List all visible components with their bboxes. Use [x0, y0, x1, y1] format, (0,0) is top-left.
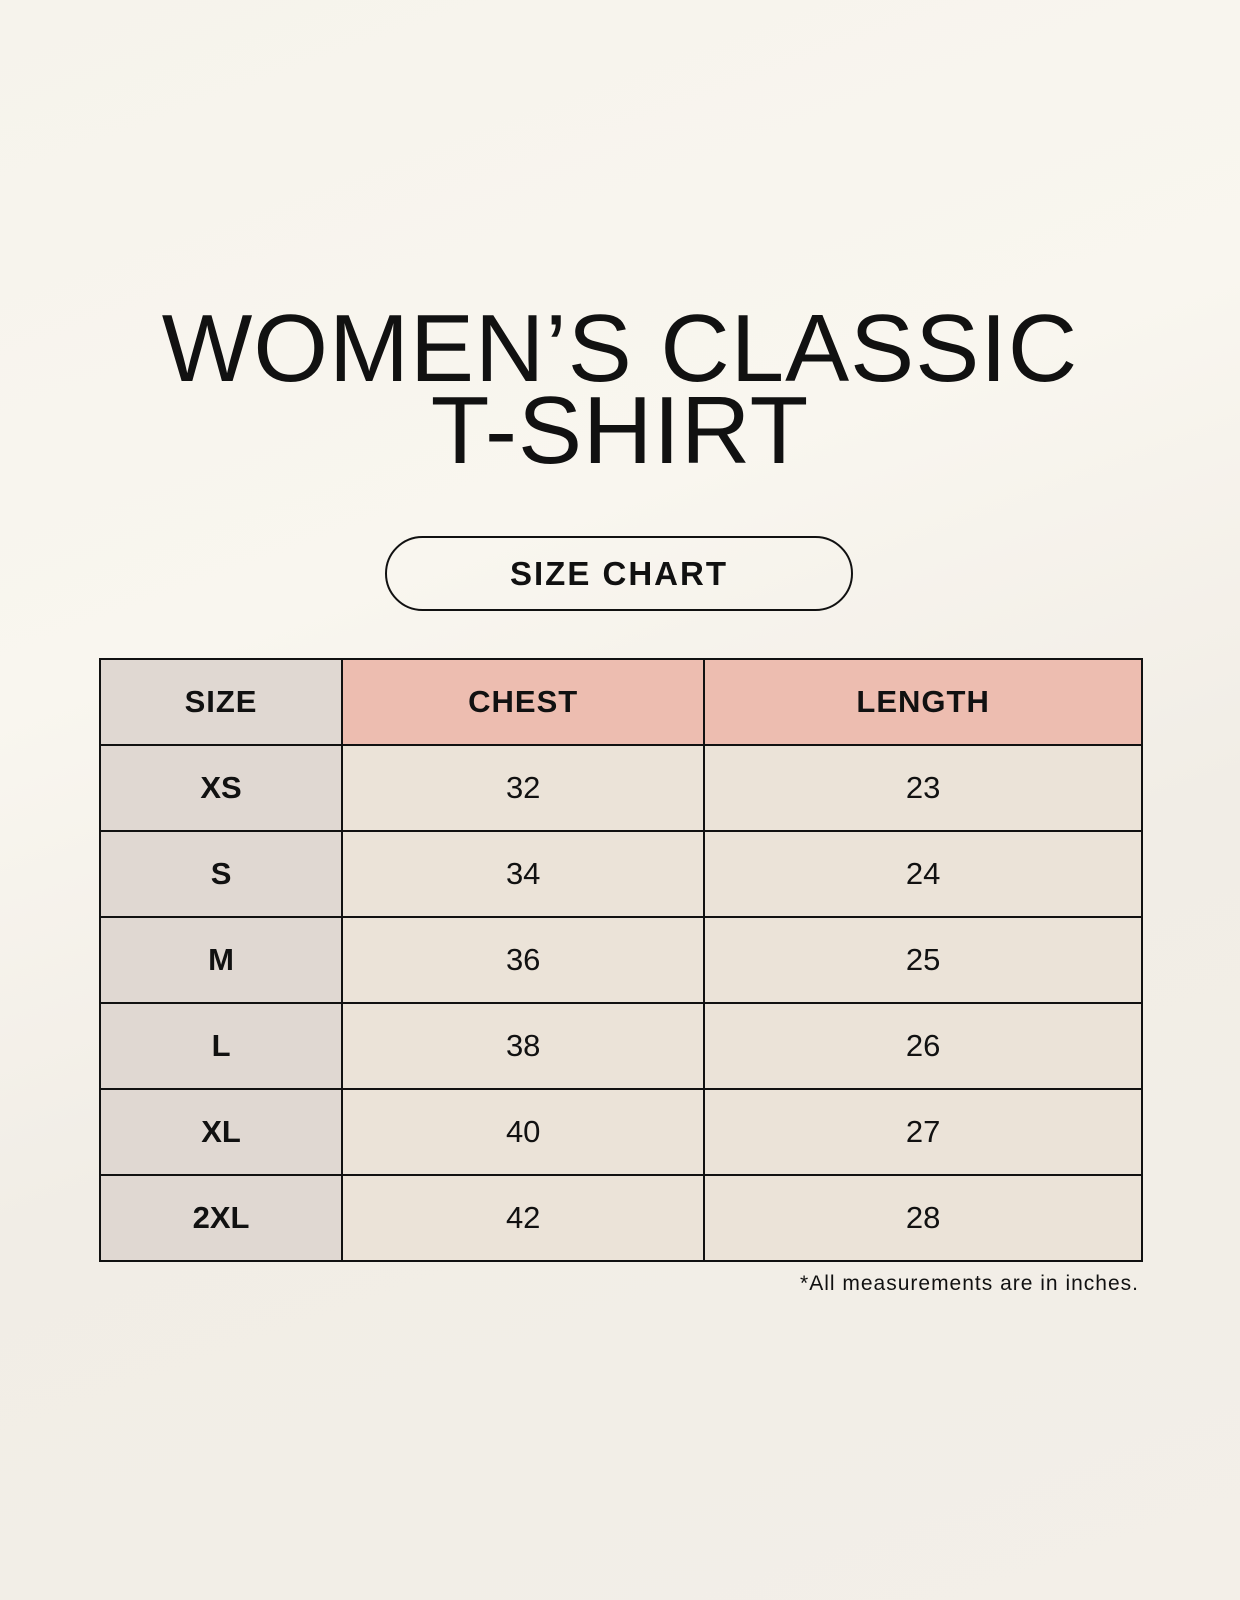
- chest-cell: 42: [341, 1174, 706, 1262]
- chest-cell: 40: [341, 1088, 706, 1176]
- header-row: SIZE CHEST LENGTH: [98, 658, 1143, 746]
- table-row: L 38 26: [98, 1002, 1143, 1090]
- size-cell: S: [98, 830, 344, 918]
- chest-cell: 36: [341, 916, 706, 1004]
- size-chart-label: SIZE CHART: [385, 536, 853, 611]
- title-line-1: WOMEN’S CLASSIC: [161, 295, 1079, 402]
- header-chest: CHEST: [341, 658, 706, 746]
- length-cell: 25: [703, 916, 1143, 1004]
- chest-cell: 34: [341, 830, 706, 918]
- table-row: 2XL 42 28: [98, 1174, 1143, 1262]
- table-row: XS 32 23: [98, 744, 1143, 832]
- length-cell: 24: [703, 830, 1143, 918]
- table-row: XL 40 27: [98, 1088, 1143, 1176]
- page-title: WOMEN’S CLASSIC T-SHIRT: [0, 295, 1240, 484]
- size-cell: L: [98, 1002, 344, 1090]
- size-cell: XS: [98, 744, 344, 832]
- length-cell: 26: [703, 1002, 1143, 1090]
- size-cell: 2XL: [98, 1174, 344, 1262]
- table-row: S 34 24: [98, 830, 1143, 918]
- chest-cell: 32: [341, 744, 706, 832]
- chest-cell: 38: [341, 1002, 706, 1090]
- header-length: LENGTH: [703, 658, 1143, 746]
- length-cell: 28: [703, 1174, 1143, 1262]
- header-size: SIZE: [98, 658, 344, 746]
- size-cell: XL: [98, 1088, 344, 1176]
- title-line-2: T-SHIRT: [430, 377, 810, 484]
- footnote: *All measurements are in inches.: [800, 1272, 1139, 1295]
- length-cell: 27: [703, 1088, 1143, 1176]
- length-cell: 23: [703, 744, 1143, 832]
- size-table: SIZE CHEST LENGTH XS 32 23 S 34 24 M 36 25 L 38 26 X…: [98, 658, 1143, 1262]
- size-cell: M: [98, 916, 344, 1004]
- table-row: M 36 25: [98, 916, 1143, 1004]
